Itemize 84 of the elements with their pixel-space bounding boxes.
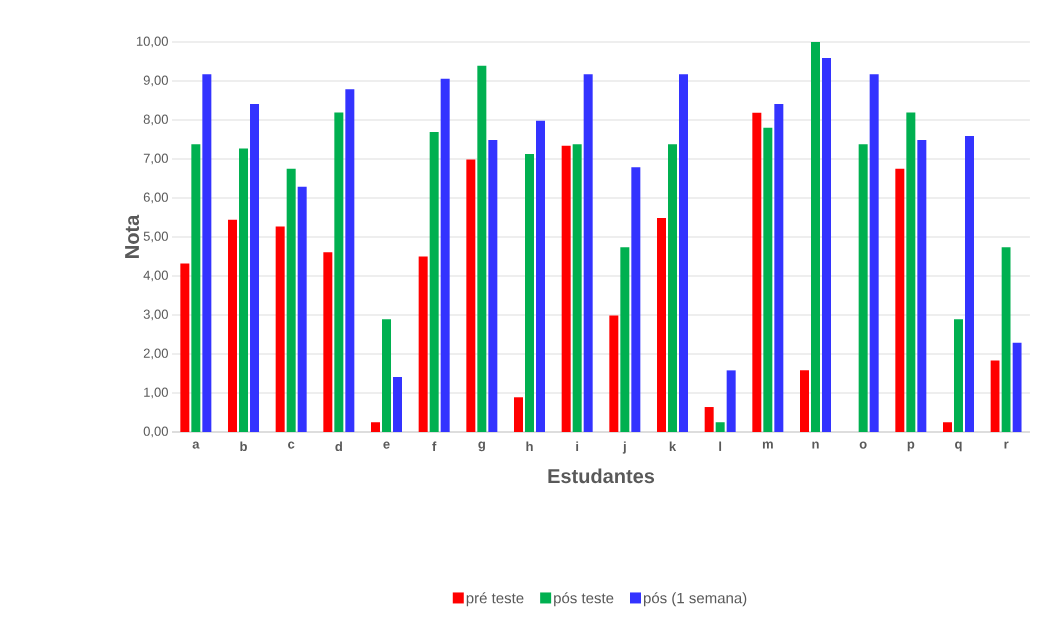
bar — [811, 42, 820, 432]
bar — [536, 120, 545, 432]
y-tick-label: 4,00 — [143, 270, 168, 282]
bar — [239, 148, 249, 432]
x-tick-label: l — [719, 441, 722, 451]
bar — [345, 89, 355, 432]
bar — [679, 74, 688, 432]
x-axis-title: Estudantes — [548, 468, 655, 484]
x-tick-label: k — [669, 441, 677, 451]
bar — [418, 256, 428, 432]
x-tick-label: r — [1004, 441, 1009, 449]
bar — [514, 397, 523, 432]
bar — [228, 219, 238, 432]
y-tick-label: 0,00 — [143, 426, 168, 438]
bar — [954, 319, 963, 432]
bar — [191, 144, 201, 432]
bar — [763, 127, 773, 432]
bar — [715, 422, 725, 432]
bar — [382, 319, 392, 432]
bar — [906, 112, 916, 432]
bar — [609, 315, 619, 432]
bar — [965, 135, 974, 432]
bar — [477, 65, 487, 432]
bar — [250, 104, 260, 432]
x-tick-label: d — [335, 441, 342, 452]
y-tick-label: 3,00 — [143, 309, 168, 321]
bar — [429, 132, 439, 432]
x-tick-label: j — [622, 441, 626, 454]
bar — [668, 144, 677, 432]
bar — [202, 74, 212, 432]
y-tick-label: 9,00 — [143, 75, 168, 87]
x-tick-label: a — [192, 441, 200, 449]
bar — [895, 168, 905, 432]
y-tick-label: 2,00 — [143, 348, 168, 360]
bar — [631, 167, 641, 432]
bar — [488, 139, 498, 432]
y-tick-label: 7,00 — [143, 153, 168, 165]
bar — [726, 370, 736, 432]
bar — [583, 74, 593, 432]
x-tick-label: e — [383, 441, 390, 449]
x-tick-label: h — [526, 441, 533, 451]
x-tick-label: o — [859, 441, 867, 449]
bar — [561, 145, 571, 432]
bar — [869, 74, 879, 432]
legend-label: pós (1 semana) — [643, 592, 747, 607]
bar — [704, 407, 714, 432]
x-tick-label: m — [762, 441, 773, 449]
y-tick-label: 10,00 — [136, 36, 168, 48]
bar — [440, 78, 450, 432]
bar — [371, 422, 381, 432]
bar — [822, 57, 831, 432]
x-tick-label: b — [240, 441, 247, 452]
x-tick-label: n — [812, 441, 819, 449]
bar — [800, 370, 809, 432]
bar — [393, 377, 403, 432]
x-tick-label: f — [432, 441, 437, 451]
legend-label: pré teste — [466, 592, 524, 607]
bar — [572, 144, 582, 432]
y-tick-label: 1,00 — [144, 387, 168, 399]
bar — [657, 217, 666, 432]
bar — [297, 186, 307, 432]
legend-label: pós teste — [554, 592, 614, 607]
bar — [286, 168, 296, 432]
bar — [334, 112, 344, 432]
x-tick-label: p — [907, 441, 915, 452]
y-tick-label: 5,00 — [143, 231, 168, 243]
x-tick-label: g — [478, 441, 485, 452]
y-tick-label: 6,00 — [143, 192, 168, 204]
bar — [858, 144, 868, 432]
bar — [275, 226, 285, 432]
bar — [620, 247, 630, 432]
x-tick-label: c — [288, 441, 295, 449]
y-tick-label: 8,00 — [143, 114, 168, 126]
bar — [323, 252, 333, 432]
bar — [466, 159, 476, 432]
y-axis-title: Nota — [125, 214, 140, 258]
bar — [917, 139, 927, 432]
bar — [525, 153, 535, 432]
bar — [752, 112, 762, 432]
x-tick-label: i — [576, 441, 579, 451]
bar — [943, 422, 952, 432]
bar — [774, 104, 784, 432]
x-tick-label: q — [955, 441, 962, 452]
bar — [180, 263, 190, 432]
